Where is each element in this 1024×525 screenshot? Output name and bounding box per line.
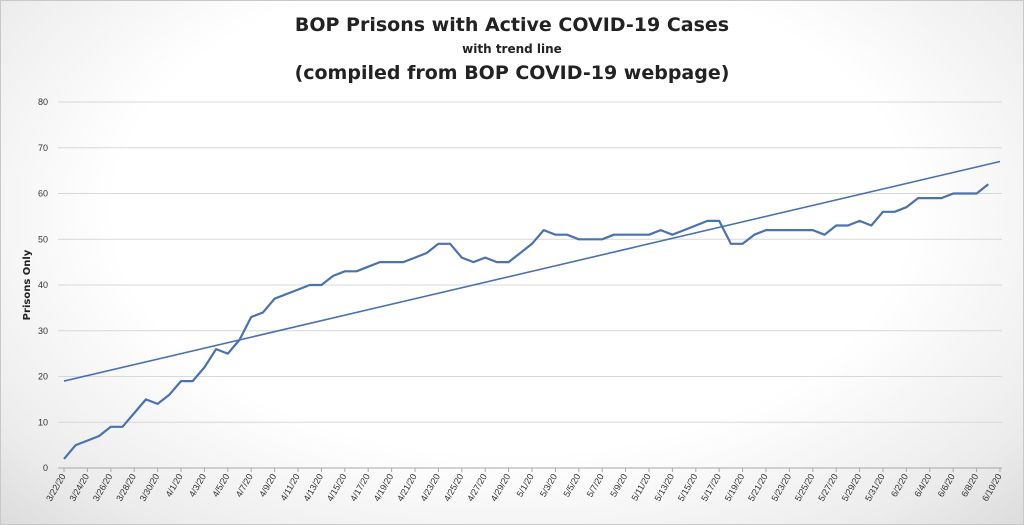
x-tick-label: 5/25/20 [793, 472, 817, 503]
y-tick-label: 10 [38, 417, 48, 427]
x-tick-label: 4/19/20 [372, 472, 396, 503]
x-tick-label: 3/26/20 [91, 472, 115, 503]
y-axis-label: Prisons Only [22, 249, 33, 320]
x-tick-label: 6/6/20 [936, 472, 957, 499]
x-tick-label: 6/10/20 [980, 472, 1004, 503]
y-tick-label: 70 [38, 143, 48, 153]
chart-subtitle: with trend line [462, 42, 562, 56]
x-tick-label: 5/27/20 [816, 472, 840, 503]
x-tick-label: 5/17/20 [699, 472, 723, 503]
x-tick-label: 4/27/20 [465, 472, 489, 503]
x-tick-label: 3/24/20 [67, 472, 91, 503]
x-tick-label: 4/29/20 [489, 472, 513, 503]
x-tick-label: 4/3/20 [187, 472, 208, 499]
x-tick-label: 4/21/20 [395, 472, 419, 503]
y-tick-label: 40 [38, 280, 48, 290]
chart-title: BOP Prisons with Active COVID-19 Cases [294, 14, 730, 36]
x-tick-label: 4/25/20 [442, 472, 466, 503]
gridlines [58, 101, 1002, 469]
x-tick-label: 5/1/20 [515, 472, 536, 499]
x-tick-label: 4/7/20 [234, 472, 255, 499]
x-tick-label: 5/15/20 [676, 472, 700, 503]
chart-title-secondary: (compiled from BOP COVID-19 webpage) [294, 62, 730, 84]
y-tick-label: 20 [38, 372, 48, 382]
x-axis-ticks: 3/22/20 3/24/20 3/26/20 3/28/20 3/30/20 4/1/2… [44, 468, 1004, 503]
x-tick-label: 6/4/20 [912, 472, 933, 499]
y-tick-label: 60 [38, 189, 48, 199]
x-tick-label: 6/2/20 [889, 472, 910, 499]
x-tick-label: 3/28/20 [114, 472, 138, 503]
x-tick-label: 5/31/20 [863, 472, 887, 503]
x-tick-label: 5/5/20 [561, 472, 582, 499]
y-tick-label: 50 [38, 234, 48, 244]
series-lines [63, 160, 1001, 460]
series-line-prisons [63, 183, 989, 460]
x-tick-label: 4/11/20 [278, 472, 301, 502]
x-tick-label: 4/17/20 [348, 472, 372, 503]
x-tick-label: 3/30/20 [138, 472, 162, 503]
x-tick-label: 5/3/20 [538, 472, 559, 499]
x-tick-label: 4/23/20 [418, 472, 442, 503]
x-tick-label: 4/15/20 [325, 472, 349, 503]
x-tick-label: 5/11/20 [629, 472, 652, 502]
y-tick-label: 80 [38, 97, 48, 107]
y-axis-ticks: 0 10 20 30 40 50 60 70 80 [38, 97, 48, 473]
x-tick-label: 5/23/20 [769, 472, 793, 503]
x-tick-label: 4/1/20 [164, 472, 185, 499]
x-tick-label: 5/19/20 [723, 472, 747, 503]
x-tick-label: 5/9/20 [608, 472, 629, 499]
x-tick-label: 4/5/20 [210, 472, 231, 499]
y-tick-label: 0 [43, 463, 48, 473]
x-tick-label: 6/8/20 [959, 472, 980, 499]
x-tick-label: 4/13/20 [301, 472, 325, 503]
trend-line [63, 160, 1001, 382]
x-tick-label: 5/29/20 [840, 472, 864, 503]
x-tick-label: 3/22/20 [44, 472, 68, 503]
y-tick-label: 30 [38, 326, 48, 336]
x-tick-label: 5/7/20 [585, 472, 606, 499]
x-tick-label: 5/21/20 [746, 472, 770, 503]
x-tick-label: 4/9/20 [257, 472, 278, 499]
x-tick-label: 5/13/20 [652, 472, 676, 503]
